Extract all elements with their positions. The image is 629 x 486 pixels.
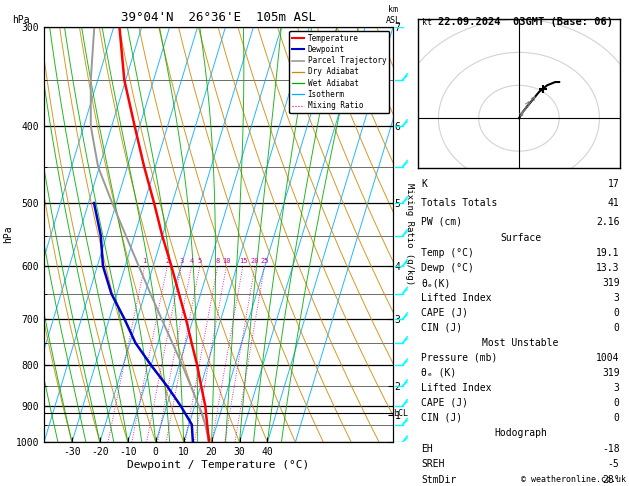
Text: K: K [421,179,427,189]
Text: θₑ (K): θₑ (K) [421,368,457,378]
Text: 5: 5 [198,258,202,264]
Text: SREH: SREH [421,459,445,469]
Text: Dewp (°C): Dewp (°C) [421,263,474,273]
Text: Most Unstable: Most Unstable [482,338,559,348]
Text: CIN (J): CIN (J) [421,413,462,423]
Text: 2: 2 [165,258,169,264]
Text: hPa: hPa [13,15,30,25]
Text: CIN (J): CIN (J) [421,323,462,333]
Y-axis label: hPa: hPa [3,226,13,243]
Text: CAPE (J): CAPE (J) [421,398,469,408]
Text: 8: 8 [216,258,220,264]
Legend: Temperature, Dewpoint, Parcel Trajectory, Dry Adiabat, Wet Adiabat, Isotherm, Mi: Temperature, Dewpoint, Parcel Trajectory… [289,31,389,113]
Text: 15: 15 [238,258,247,264]
Text: 19.1: 19.1 [596,248,620,258]
Text: 17: 17 [608,179,620,189]
Text: 1: 1 [143,258,147,264]
Text: Surface: Surface [500,233,541,243]
Text: LCL: LCL [394,409,408,418]
Text: Temp (°C): Temp (°C) [421,248,474,258]
Text: -18: -18 [602,444,620,453]
Text: 0: 0 [614,398,620,408]
Text: 0: 0 [614,323,620,333]
Text: 41: 41 [608,198,620,208]
Text: EH: EH [421,444,433,453]
Text: Hodograph: Hodograph [494,428,547,438]
Text: 3: 3 [614,293,620,303]
Text: StmDir: StmDir [421,475,457,485]
Text: 4: 4 [189,258,194,264]
Text: kt: kt [422,18,432,27]
Text: 0: 0 [614,308,620,318]
Text: 10: 10 [222,258,231,264]
Text: Totals Totals: Totals Totals [421,198,498,208]
Title: 39°04'N  26°36'E  105m ASL: 39°04'N 26°36'E 105m ASL [121,11,316,24]
Text: 319: 319 [602,368,620,378]
Text: 13.3: 13.3 [596,263,620,273]
Text: PW (cm): PW (cm) [421,217,462,226]
Text: 319: 319 [602,278,620,288]
Text: 2.16: 2.16 [596,217,620,226]
Text: 28°: 28° [602,475,620,485]
Text: CAPE (J): CAPE (J) [421,308,469,318]
X-axis label: Dewpoint / Temperature (°C): Dewpoint / Temperature (°C) [128,460,309,470]
Text: Lifted Index: Lifted Index [421,383,492,393]
Text: 20: 20 [251,258,259,264]
Text: 3: 3 [614,383,620,393]
Text: 1004: 1004 [596,353,620,363]
Text: 22.09.2024  03GMT (Base: 06): 22.09.2024 03GMT (Base: 06) [438,17,613,27]
Text: 0: 0 [614,413,620,423]
Text: Pressure (mb): Pressure (mb) [421,353,498,363]
Text: 3: 3 [179,258,184,264]
Text: -5: -5 [608,459,620,469]
Text: θₑ(K): θₑ(K) [421,278,451,288]
Text: Lifted Index: Lifted Index [421,293,492,303]
Text: 25: 25 [260,258,269,264]
Y-axis label: Mixing Ratio (g/kg): Mixing Ratio (g/kg) [405,183,415,286]
Text: © weatheronline.co.uk: © weatheronline.co.uk [521,474,626,484]
Text: km
ASL: km ASL [386,5,401,25]
